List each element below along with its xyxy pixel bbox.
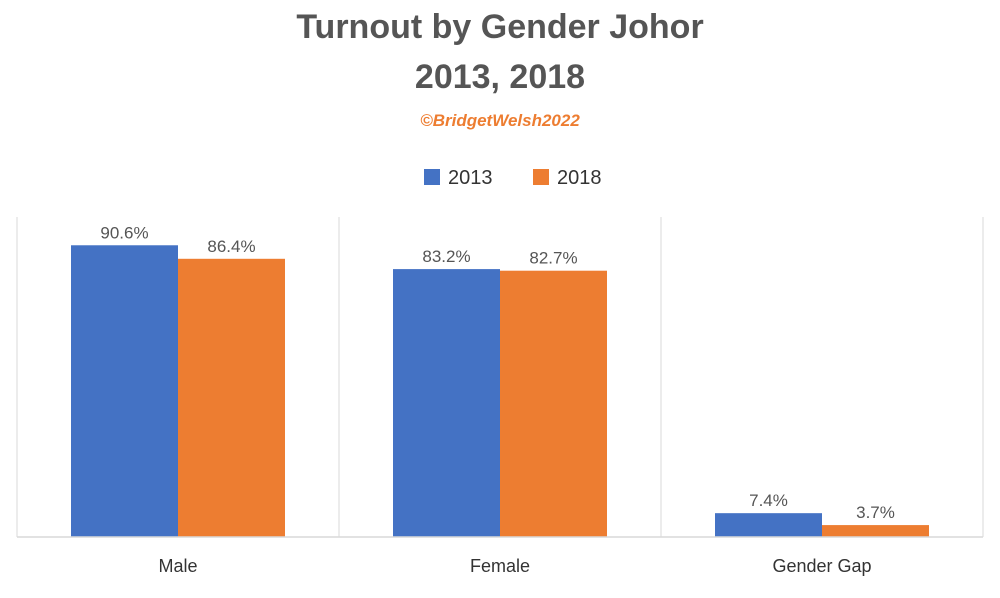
chart-title-line2: 2013, 2018: [415, 58, 585, 96]
legend-label-2018: 2018: [557, 167, 602, 189]
data-label: 3.7%: [856, 503, 895, 522]
chart-title-line1: Turnout by Gender Johor: [296, 8, 703, 46]
bar-2013-male: [71, 245, 178, 537]
category-label: Male: [158, 556, 197, 576]
category-label: Gender Gap: [772, 556, 871, 576]
chart-subtitle: ©BridgetWelsh2022: [420, 111, 580, 130]
bar-2013-female: [393, 269, 500, 537]
bar-2018-male: [178, 258, 285, 537]
bar-2018-gender-gap: [822, 525, 929, 537]
data-label: 86.4%: [207, 237, 255, 256]
legend-swatch-2018: [533, 169, 549, 185]
data-label: 7.4%: [749, 491, 788, 510]
plot-area: 90.6% 86.4% Male 83.2% 82.7% Female 7.4% 3.7% Ge…: [16, 217, 984, 576]
legend: 2013 2018: [424, 167, 602, 189]
legend-swatch-2013: [424, 169, 440, 185]
data-label: 83.2%: [422, 247, 470, 266]
legend-label-2013: 2013: [448, 167, 493, 189]
bar-2018-female: [500, 270, 607, 537]
category-label: Female: [470, 556, 530, 576]
data-label: 90.6%: [100, 223, 148, 242]
data-label: 82.7%: [529, 249, 577, 268]
bar-2013-gender-gap: [715, 513, 822, 537]
